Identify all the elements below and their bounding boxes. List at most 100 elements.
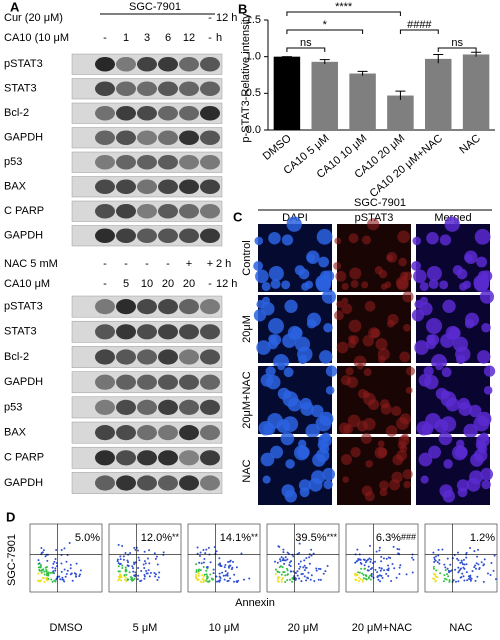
event-dot [240, 552, 243, 555]
event-dot [303, 569, 306, 572]
event-dot [224, 563, 227, 566]
event-dot [125, 580, 128, 583]
event-dot [486, 572, 489, 575]
event-dot [124, 576, 127, 579]
event-dot [219, 579, 222, 582]
stain [360, 433, 372, 444]
event-dot [144, 562, 147, 565]
stain [333, 262, 342, 270]
event-dot [398, 548, 401, 551]
event-dot [55, 565, 58, 568]
lane-label: 6 [165, 32, 171, 44]
event-dot [398, 553, 401, 556]
nucleus [270, 445, 284, 459]
event-dot [154, 573, 157, 576]
stain [380, 403, 392, 415]
event-dot [437, 548, 440, 551]
blot-band [158, 57, 178, 72]
event-dot [202, 575, 205, 578]
event-dot [51, 580, 54, 583]
event-dot [283, 562, 286, 565]
stain [362, 335, 374, 347]
event-dot [378, 546, 381, 549]
event-dot [354, 578, 357, 581]
event-dot [140, 570, 143, 573]
event-dot [201, 574, 204, 577]
blot-band [179, 450, 199, 466]
stain [379, 480, 389, 491]
event-dot [45, 577, 48, 580]
blot-band [158, 106, 178, 121]
event-dot [233, 573, 236, 576]
blot-band [200, 106, 220, 121]
stain [364, 300, 376, 312]
event-dot [470, 577, 473, 580]
merged-cell [442, 299, 456, 313]
merged-cell [474, 228, 491, 245]
nucleus [277, 362, 286, 371]
event-dot [40, 551, 43, 554]
event-dot [79, 573, 82, 576]
event-dot [274, 573, 277, 576]
merged-cell [440, 391, 457, 407]
blot-band [137, 349, 157, 365]
nucleus [262, 475, 271, 484]
blot-band [116, 155, 136, 170]
percent: 39.5% [295, 532, 326, 544]
event-dot [292, 555, 295, 558]
event-dot [375, 550, 378, 553]
stain [388, 479, 401, 491]
event-dot [477, 563, 480, 566]
event-dot [478, 568, 481, 571]
nucleus [297, 445, 310, 459]
blot-band [179, 228, 199, 243]
event-dot [117, 570, 120, 573]
event-dot [301, 572, 304, 575]
event-dot [489, 573, 492, 576]
event-dot [378, 549, 381, 552]
merged-cell [483, 365, 496, 377]
merged-cell [441, 367, 452, 378]
event-dot [432, 551, 435, 554]
event-dot [197, 570, 200, 573]
nucleus [294, 336, 311, 352]
event-dot [61, 578, 64, 581]
error-bar [433, 53, 444, 64]
event-dot [146, 557, 149, 560]
stain [384, 281, 392, 289]
event-dot [124, 551, 127, 554]
nucleus [253, 261, 264, 271]
y-label: SGC-7901 [6, 534, 18, 586]
event-dot [212, 568, 215, 571]
event-dot [358, 558, 361, 561]
event-dot [369, 574, 372, 577]
lane-label: + [186, 258, 192, 270]
merged-cell [481, 323, 491, 333]
row-label: Control [241, 240, 253, 275]
y-label: p-STAT3-Relative intensity [240, 13, 252, 143]
event-dot [469, 576, 472, 579]
event-dot [207, 546, 210, 549]
event-dot [278, 558, 281, 561]
blot-band [95, 475, 115, 491]
significance-label: #### [407, 19, 432, 31]
condition-label: NAC [449, 622, 472, 634]
event-dot [75, 562, 78, 565]
blot-band [179, 399, 199, 415]
event-dot [483, 563, 486, 566]
event-dot [44, 566, 47, 569]
merged-cell [470, 453, 484, 467]
event-dot [133, 546, 136, 549]
event-dot [233, 580, 236, 583]
nucleus [323, 323, 333, 333]
condition-label: DMSO [50, 622, 83, 634]
nucleus [258, 421, 273, 436]
blot-band [158, 475, 178, 491]
event-dot [476, 575, 479, 578]
event-dot [292, 570, 295, 573]
merged-cell [476, 256, 488, 268]
event-dot [195, 575, 198, 578]
merged-cell [411, 261, 422, 271]
blot-band [116, 324, 136, 340]
event-dot [223, 566, 226, 569]
